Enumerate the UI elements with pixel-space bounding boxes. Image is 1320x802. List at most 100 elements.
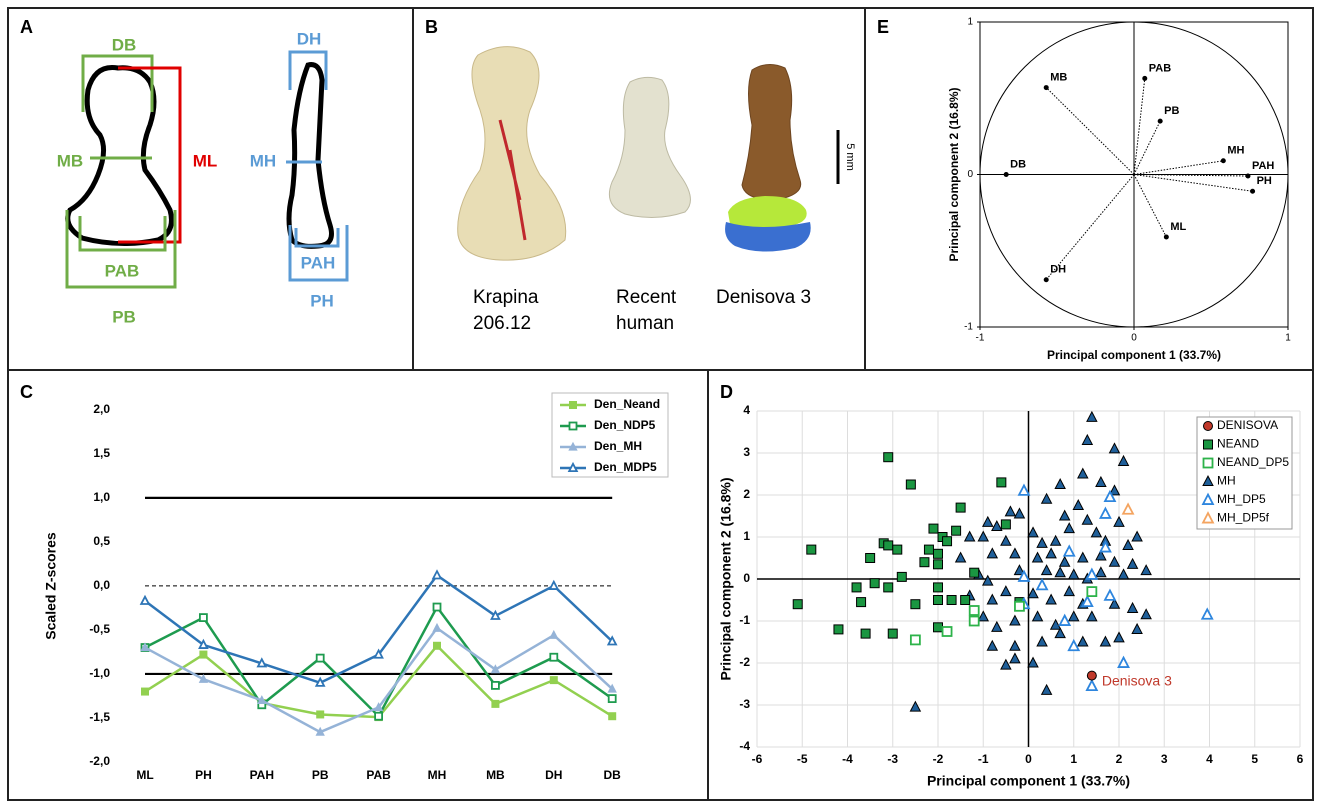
marker (550, 654, 557, 661)
specimen-label: human (616, 313, 674, 334)
marker (1114, 517, 1124, 526)
marker (1128, 559, 1138, 568)
x-tick-label: -1 (978, 752, 989, 766)
x-tick-label: PAB (366, 768, 391, 782)
marker (961, 596, 970, 605)
measure-label: DH (297, 29, 322, 48)
marker (1005, 506, 1015, 515)
point-label: DB (1010, 158, 1026, 170)
marker (142, 688, 149, 695)
loading-point (1245, 174, 1250, 179)
annotation: Denisova 3 (1102, 672, 1172, 688)
marker (1132, 624, 1142, 633)
marker (906, 480, 915, 489)
loading-point (1250, 189, 1255, 194)
x-tick-label: -2 (933, 752, 944, 766)
point-label: DH (1050, 264, 1066, 276)
loading-point (1221, 158, 1226, 163)
marker (1046, 548, 1056, 557)
measure-label: PAH (301, 253, 336, 272)
marker (947, 596, 956, 605)
marker (1001, 660, 1011, 669)
marker (433, 571, 441, 578)
loading-vector (1134, 121, 1160, 174)
panel-letter: E (877, 17, 889, 37)
series-line (145, 607, 612, 716)
measure-label: ML (193, 151, 218, 170)
x-tick-label: PAH (250, 768, 274, 782)
marker (1015, 509, 1025, 518)
y-tick-label: -2 (739, 655, 750, 669)
marker (897, 572, 906, 581)
point-label: MB (1050, 71, 1067, 83)
marker (807, 545, 816, 554)
marker (434, 642, 441, 649)
marker (884, 541, 893, 550)
panel-b: B 5 mm Krapina 206.12 Recent human Denis… (425, 17, 856, 334)
marker (866, 554, 875, 563)
marker (1119, 456, 1129, 465)
y-tick-label: 0,0 (93, 578, 110, 592)
point-label: PAH (1252, 160, 1274, 172)
marker (1087, 587, 1096, 596)
legend-label: MH (1217, 474, 1236, 488)
y-axis-label: Scaled Z-scores (43, 532, 59, 640)
loading-vector (1134, 175, 1166, 238)
marker (992, 521, 1002, 530)
marker (983, 517, 993, 526)
marker (200, 651, 207, 658)
marker (609, 695, 616, 702)
legend-marker (570, 423, 577, 430)
marker (943, 537, 952, 546)
marker (550, 631, 558, 638)
marker (1037, 580, 1047, 589)
y-tick-label: 1,0 (93, 490, 110, 504)
x-tick-label: DB (604, 768, 622, 782)
marker (934, 560, 943, 569)
y-tick-label: 4 (743, 403, 750, 417)
marker (924, 545, 933, 554)
marker (1069, 569, 1079, 578)
specimen-label: Recent (616, 287, 677, 308)
measure-label: PB (112, 307, 136, 326)
marker (1132, 532, 1142, 541)
y-tick-label: 2 (743, 487, 750, 501)
marker (793, 600, 802, 609)
marker (1001, 586, 1011, 595)
x-tick-label: ML (136, 768, 153, 782)
x-tick-label: 0 (1131, 333, 1137, 344)
y-tick-label: 1,5 (93, 446, 110, 460)
marker (1037, 637, 1047, 646)
marker (141, 597, 149, 604)
y-tick-label: -1 (964, 322, 973, 333)
y-tick-label: 1 (967, 17, 973, 28)
x-tick-label: DH (545, 768, 562, 782)
scale-label: 5 mm (844, 143, 856, 171)
marker (317, 655, 324, 662)
marker (1096, 567, 1106, 576)
point-label: PB (1164, 105, 1179, 117)
legend-marker (569, 464, 577, 471)
loading-vector (1134, 175, 1253, 192)
marker (1100, 637, 1110, 646)
y-tick-label: 0 (743, 571, 750, 585)
y-tick-label: -4 (739, 739, 750, 753)
marker (1028, 658, 1038, 667)
legend-label: MH_DP5f (1217, 511, 1270, 525)
panel-a: A DB MB ML PAB PB DH MH PAH PH (20, 17, 347, 327)
x-tick-label: -1 (976, 333, 985, 344)
legend-marker (1204, 440, 1213, 449)
marker (992, 622, 1002, 631)
x-tick-label: 5 (1251, 752, 1258, 766)
marker (1096, 477, 1106, 486)
marker (987, 595, 997, 604)
point-label: MH (1227, 145, 1244, 157)
marker (550, 677, 557, 684)
marker (1128, 603, 1138, 612)
y-axis-label: Principal component 2 (16.8%) (947, 87, 961, 261)
marker (997, 478, 1006, 487)
marker (492, 700, 499, 707)
marker (1078, 637, 1088, 646)
marker (1010, 653, 1020, 662)
x-tick-label: MB (486, 768, 505, 782)
